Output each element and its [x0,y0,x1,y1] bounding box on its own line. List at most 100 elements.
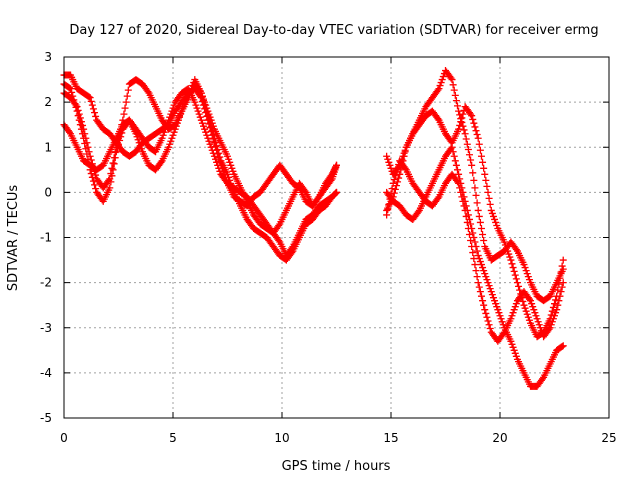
data-point [459,122,467,130]
data-point [204,134,212,142]
data-point [391,185,399,193]
data-point [171,125,179,133]
data-point [191,98,199,106]
data-point [485,194,493,202]
data-point [536,324,544,332]
data-point [87,170,95,178]
data-point [205,137,213,145]
data-point [92,185,100,193]
data-point [510,306,518,314]
data-point [225,155,233,163]
data-point [83,150,91,158]
data-point [460,126,468,134]
data-point [195,110,203,118]
data-point [484,317,492,325]
data-point [314,194,322,202]
data-point [82,145,90,153]
data-point [470,234,478,241]
data-point [385,158,393,166]
data-point [475,283,483,291]
data-point [472,191,480,199]
data-point [224,170,231,178]
data-point [389,179,397,187]
data-point [509,264,517,272]
data-point [210,152,218,160]
data-point [510,267,518,275]
data-point [507,256,515,264]
data-point [476,258,484,266]
data-point [215,149,223,157]
data-point [473,273,481,281]
data-point [463,140,471,148]
data-point [468,161,476,169]
data-point [452,161,460,169]
data-point [455,125,463,133]
y-tick-label: -5 [40,411,52,425]
data-point [476,288,484,296]
data-point [557,268,565,276]
data-point [113,144,121,152]
data-point [493,221,501,229]
data-point [532,312,540,320]
data-point [480,164,488,172]
series-track-7 [383,157,567,345]
data-point [552,309,560,317]
data-point [469,249,477,257]
data-point [212,138,220,146]
data-point [479,158,487,166]
data-point [275,221,283,229]
data-point [205,115,213,123]
data-point [170,128,178,136]
data-point [472,127,480,135]
data-point [500,238,508,246]
data-point [229,167,237,175]
data-point [438,76,446,84]
data-point [333,188,340,196]
data-point [387,164,395,172]
data-point [474,134,482,142]
data-point [471,261,479,269]
data-point [144,88,152,96]
data-point [456,121,464,129]
data-point [331,190,339,198]
data-point [559,279,567,287]
data-point [458,184,466,192]
data-point [201,125,209,133]
data-point [458,114,466,122]
data-point [207,143,215,151]
y-axis-label: SDTVAR / TECUs [6,185,21,292]
data-point [201,100,209,108]
data-point [193,104,201,112]
data-point [200,122,208,130]
data-point [391,172,399,180]
data-point [469,169,477,177]
data-point [480,237,488,245]
data-point [332,189,340,197]
data-point [465,151,473,159]
data-point [434,194,442,202]
data-point [529,303,537,311]
data-point [200,97,208,105]
data-point [202,128,210,136]
data-point [485,282,493,290]
data-point [462,135,470,143]
data-point [524,273,532,281]
data-point [452,97,460,105]
data-point [202,104,210,112]
data-point [455,107,463,115]
data-point [173,119,181,127]
data-point [492,218,500,226]
data-point [511,271,519,279]
x-axis-label: GPS time / hours [282,459,391,474]
data-point [523,310,531,318]
data-point [496,312,504,320]
data-point [537,327,545,335]
data-point [448,143,456,151]
chart-title: Day 127 of 2020, Sidereal Day-to-day VTE… [69,23,598,38]
data-point [158,134,166,142]
data-point [473,199,481,207]
data-point [390,176,398,184]
data-point [489,294,497,302]
data-point [132,130,140,138]
data-point [556,274,564,282]
